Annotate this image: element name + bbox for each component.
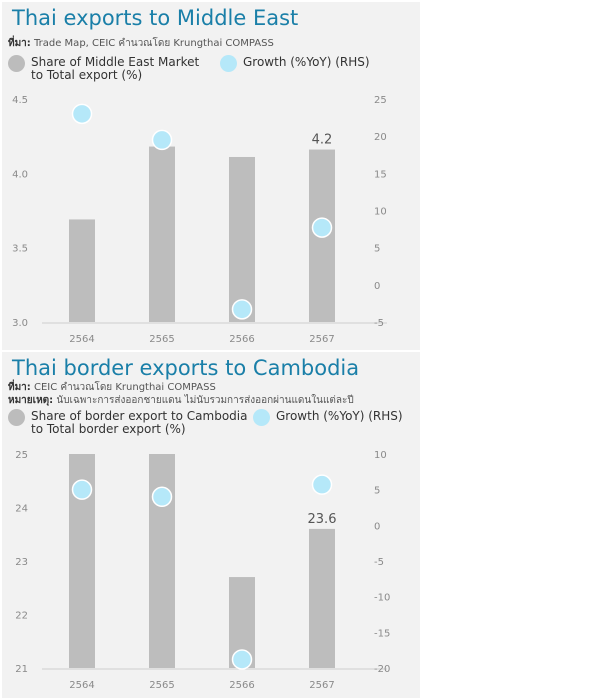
legend-growth: Growth (%YoY) (RHS) (253, 409, 403, 426)
legend-dot-swatch-icon (253, 409, 270, 426)
legend-dot-swatch-icon (220, 55, 237, 72)
y-tick-label: 21 (15, 664, 28, 675)
legend-growth: Growth (%YoY) (RHS) (220, 55, 370, 72)
x-tick-label: 2567 (309, 334, 334, 345)
source-label: ที่มา: (8, 382, 31, 393)
growth-point (311, 217, 333, 238)
source-text: Trade Map, CEIC คำนวณโดย Krungthai COMPA… (34, 38, 274, 49)
y-tick-label: 4.0 (12, 169, 28, 180)
chart-panel-middle-east: Thai exports to Middle East ที่มา: Trade… (2, 2, 420, 350)
chart-title: Thai exports to Middle East (12, 6, 299, 30)
y2-tick-label: 0 (374, 521, 380, 532)
note-label: หมายเหตุ: (8, 395, 54, 406)
x-tick-label: 2565 (149, 680, 174, 691)
x-tick-label: 2564 (69, 680, 94, 691)
chart-title: Thai border exports to Cambodia (12, 356, 360, 380)
x-tick-label: 2566 (229, 680, 254, 691)
growth-point (231, 649, 253, 670)
y-tick-label: 3.0 (12, 318, 28, 329)
legend-share: Share of Middle East Market to Total exp… (8, 55, 200, 82)
growth-point (231, 299, 253, 320)
note-text: นับเฉพาะการส่งออกชายแดน ไม่นับรวมการส่งอ… (56, 395, 354, 406)
growth-point (151, 486, 173, 508)
x-tick-label: 2567 (309, 680, 334, 691)
chart-panel-cambodia: Thai border exports to Cambodia ที่มา: C… (2, 352, 420, 698)
y2-tick-label: 10 (374, 207, 387, 218)
y-tick-label: 3.5 (12, 244, 28, 255)
growth-point (311, 474, 333, 495)
y2-tick-label: 5 (374, 244, 380, 255)
chart-plot-middle-east: 3.0 3.5 4.0 4.5 -5 0 5 10 15 20 25 2564 2565 2566 2567… (12, 95, 387, 345)
legend-bar-swatch-icon (8, 409, 25, 426)
y-tick-label: 4.5 (12, 95, 28, 106)
bar (149, 454, 175, 668)
x-tick-label: 2564 (69, 334, 94, 345)
legend-bar-swatch-icon (8, 55, 25, 72)
y2-tick-label: 5 (374, 486, 380, 497)
source-text: CEIC คำนวณโดย Krungthai COMPASS (34, 382, 216, 393)
y-tick-label: 25 (15, 450, 28, 461)
y2-tick-label: 10 (374, 450, 387, 461)
bar (229, 156, 255, 322)
y2-tick-label: 0 (374, 281, 380, 292)
source-label: ที่มา: (8, 38, 31, 49)
bar (69, 219, 95, 322)
x-tick-label: 2565 (149, 334, 174, 345)
legend-share: Share of border export to Cambodia to To… (8, 409, 248, 436)
bar (149, 146, 175, 322)
y-tick-label: 24 (15, 504, 28, 515)
y2-tick-label: 15 (374, 169, 387, 180)
legend-growth-label: Growth (%YoY) (RHS) (276, 409, 403, 423)
bar (309, 528, 335, 668)
y2-tick-label: -20 (374, 664, 390, 675)
y2-tick-label: 20 (374, 132, 387, 143)
chart-note: หมายเหตุ: นับเฉพาะการส่งออกชายแดน ไม่นับ… (8, 393, 354, 408)
y2-tick-label: -15 (374, 628, 390, 639)
growth-point (71, 479, 93, 500)
y2-tick-label: -5 (374, 318, 384, 329)
y2-tick-label: 25 (374, 95, 387, 106)
x-tick-label: 2566 (229, 334, 254, 345)
data-label: 4.2 (312, 133, 333, 148)
legend-growth-label: Growth (%YoY) (RHS) (243, 55, 370, 69)
chart-source: ที่มา: Trade Map, CEIC คำนวณโดย Krungtha… (8, 36, 274, 51)
y-tick-label: 22 (15, 611, 28, 622)
growth-point (71, 103, 93, 125)
data-label: 23.6 (308, 512, 337, 527)
chart-source: ที่มา: CEIC คำนวณโดย Krungthai COMPASS (8, 380, 216, 395)
growth-point (151, 129, 173, 151)
legend-share-label: Share of border export to Cambodia to To… (31, 409, 248, 436)
y-tick-label: 23 (15, 557, 28, 568)
y2-tick-label: -10 (374, 593, 390, 604)
legend-share-label: Share of Middle East Market to Total exp… (31, 55, 200, 82)
y2-tick-label: -5 (374, 557, 384, 568)
chart-plot-cambodia: 21 22 23 24 25 -20 -15 -10 -5 0 5 10 2564 2565 2566 256… (15, 450, 390, 691)
